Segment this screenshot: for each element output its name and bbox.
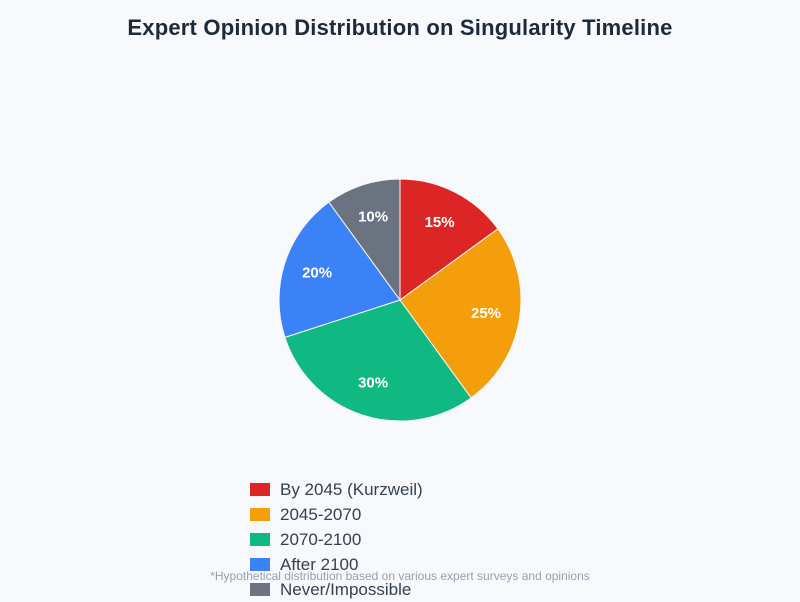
legend-label: Never/Impossible [280,579,412,599]
legend-swatch [250,533,270,546]
pie-slice-label: 25% [471,305,501,322]
chart-footnote: *Hypothetical distribution based on vari… [210,569,590,583]
pie-slice-label: 15% [425,214,455,231]
pie-slice-label: 10% [358,209,388,226]
legend-label: By 2045 (Kurzweil) [280,479,423,499]
legend-item: By 2045 (Kurzweil) [250,477,423,502]
legend-swatch [250,508,270,521]
legend-label: 2045-2070 [280,504,362,524]
legend-item: After 2100 [250,552,423,577]
chart-title: Expert Opinion Distribution on Singulari… [127,15,673,40]
legend-swatch [250,483,270,496]
legend-swatch [250,583,270,596]
pie-slice-label: 20% [302,265,332,282]
legend-item: 2045-2070 [250,502,423,527]
pie-slice-1 [399,178,499,301]
pie-slice-3 [284,299,472,422]
pie-slice-5 [328,178,401,302]
legend-label: After 2100 [280,554,359,574]
legend-item: Never/Impossible [250,577,423,602]
legend-item: 2070-2100 [250,527,423,552]
legend-label: 2070-2100 [280,529,362,549]
legend: By 2045 (Kurzweil) 2045-2070 2070-2100 Afte… [250,477,423,602]
pie-slice-4 [278,201,401,339]
pie-slice-2 [399,228,522,399]
legend-swatch [250,558,270,571]
pie-slice-label: 30% [358,374,388,391]
